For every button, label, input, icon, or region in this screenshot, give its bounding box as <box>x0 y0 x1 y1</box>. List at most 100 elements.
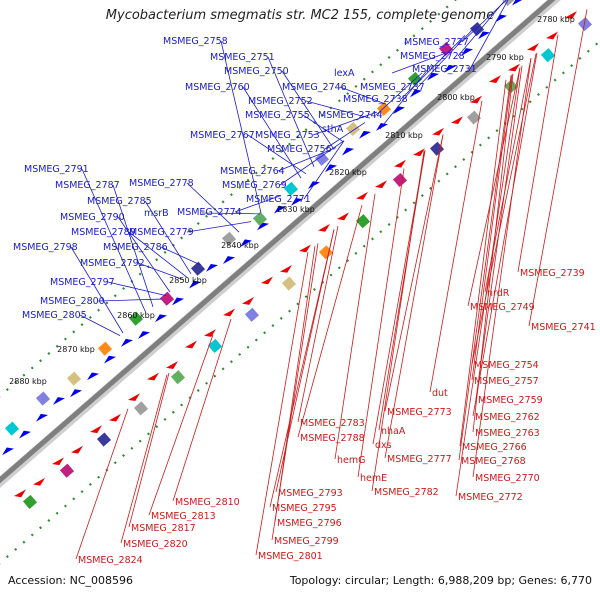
gene-label[interactable]: MSMEG_2759 <box>478 395 543 406</box>
gene-label[interactable]: MSMEG_2790 <box>60 212 125 223</box>
gene-label[interactable]: MSMEG_2728 <box>400 51 465 62</box>
gene-label[interactable]: MSMEG_2787 <box>55 180 120 191</box>
gene-label[interactable]: MSMEG_2786 <box>103 242 168 253</box>
gene-label[interactable]: MSMEG_2749 <box>470 302 535 313</box>
gene-label[interactable]: lexA <box>334 68 355 79</box>
gene-label[interactable]: nrdR <box>487 288 510 299</box>
connector-line <box>234 195 282 213</box>
gene-label[interactable]: MSMEG_2754 <box>474 360 539 371</box>
gene-label[interactable]: MSMEG_2789 <box>71 227 136 238</box>
ruler-label: 2810 kbp <box>385 131 423 140</box>
gene-label[interactable]: MSMEG_2824 <box>78 555 143 566</box>
gene-label[interactable]: MSMEG_2777 <box>387 454 452 465</box>
gene-label[interactable]: MSMEG_2820 <box>123 539 188 550</box>
gene-label[interactable]: MSMEG_2798 <box>13 242 78 253</box>
gene-label[interactable]: MSMEG_2751 <box>210 52 275 63</box>
forward-gene-arrow <box>257 222 269 231</box>
gene-label[interactable]: MSMEG_2769 <box>222 180 287 191</box>
gene-label[interactable]: MSMEG_2763 <box>475 428 540 439</box>
gene-label[interactable]: MSMEG_2768 <box>461 456 526 467</box>
reverse-gene-arrow <box>413 148 425 157</box>
reverse-gene-arrow <box>71 445 83 454</box>
gene-label[interactable]: MSMEG_2793 <box>278 488 343 499</box>
gene-label[interactable]: hemE <box>360 473 387 484</box>
gene-label[interactable]: MSMEG_2737 <box>360 82 425 93</box>
gene-label[interactable]: MSMEG_2750 <box>224 66 289 77</box>
connector-line <box>303 140 345 200</box>
gene-label[interactable]: MSMEG_2774 <box>177 207 242 218</box>
gene-label[interactable]: MSMEG_2773 <box>387 407 452 418</box>
connector-line <box>334 193 376 460</box>
gene-label[interactable]: MSMEG_2752 <box>248 96 313 107</box>
genome-backbone <box>0 0 561 488</box>
forward-gene-arrow <box>70 389 82 398</box>
gene-label[interactable]: MSMEG_2782 <box>374 487 439 498</box>
gene-label[interactable]: MSMEG_2805 <box>22 310 87 321</box>
gene-label[interactable]: MSMEG_2799 <box>274 536 339 547</box>
gene-label[interactable]: MSMEG_2764 <box>220 166 285 177</box>
forward-gene-arrow <box>461 48 473 56</box>
gene-label[interactable]: MSMEG_2741 <box>531 322 596 333</box>
gene-label[interactable]: MSMEG_2817 <box>131 523 196 534</box>
gene-label[interactable]: MSMEG_2727 <box>404 37 469 48</box>
connector-line <box>455 67 521 497</box>
connector-line <box>312 111 378 136</box>
gene-label[interactable]: MSMEG_2767 <box>190 130 255 141</box>
gene-label[interactable]: MSMEG_2771 <box>246 194 311 205</box>
reverse-feature-block <box>170 370 186 385</box>
gene-label[interactable]: MSMEG_2797 <box>50 277 115 288</box>
connector-line <box>459 79 507 447</box>
connector-line <box>120 374 168 544</box>
reverse-feature-block <box>429 141 445 156</box>
forward-gene-arrow <box>121 338 133 347</box>
connector-line <box>461 0 507 43</box>
connector-line <box>128 372 170 528</box>
gene-label[interactable]: MSMEG_2800 <box>40 296 105 307</box>
gene-label[interactable]: MSMEG_2739 <box>520 268 585 279</box>
connector-line <box>137 262 185 281</box>
gene-label[interactable]: MSMEG_2792 <box>80 258 145 269</box>
backbone-line <box>0 0 556 484</box>
gene-label[interactable]: MSMEG_2756 <box>267 144 332 155</box>
forward-gene-arrow <box>393 106 405 115</box>
forward-feature-block <box>469 21 485 37</box>
gene-label[interactable]: MSMEG_2766 <box>462 442 527 453</box>
gene-label[interactable]: nhaA <box>381 426 406 437</box>
gene-label[interactable]: dut <box>432 388 448 399</box>
gene-label[interactable]: MSMEG_2810 <box>175 497 240 508</box>
gene-label[interactable]: hemG <box>337 455 365 466</box>
gene-label[interactable]: MSMEG_2753 <box>255 130 320 141</box>
forward-gene-arrow <box>478 31 490 40</box>
gene-label[interactable]: MSMEG_2795 <box>272 503 337 514</box>
gene-label[interactable]: MSMEG_2785 <box>87 196 152 207</box>
gene-label[interactable]: MSMEG_2813 <box>151 511 216 522</box>
reverse-feature-block <box>503 79 519 94</box>
gene-label[interactable]: MSMEG_2738 <box>343 94 408 105</box>
gene-labels[interactable]: MSMEG_2758 MSMEG_2751 MSMEG_2750 MSMEG_2760… <box>13 36 596 566</box>
connector-line <box>324 122 366 150</box>
gene-label[interactable]: MSMEG_2762 <box>475 412 540 423</box>
gene-label[interactable]: MSMEG_2796 <box>277 518 342 529</box>
connector-line <box>269 229 335 508</box>
gene-label[interactable]: MSMEG_2779 <box>129 227 194 238</box>
connector-line <box>471 74 513 381</box>
gene-label[interactable]: MSMEG_2801 <box>258 551 323 562</box>
gene-label[interactable]: msrB <box>144 208 169 219</box>
gene-label[interactable]: MSMEG_2788 <box>300 433 365 444</box>
gene-label[interactable]: dxs <box>375 440 392 451</box>
gene-label[interactable]: MSMEG_2755 <box>245 110 310 121</box>
gene-label[interactable]: MSMEG_2744 <box>318 110 383 121</box>
gene-label[interactable]: MSMEG_2746 <box>282 82 347 93</box>
gene-label[interactable]: sthA <box>322 124 344 135</box>
gene-label[interactable]: MSMEG_2783 <box>300 418 365 429</box>
gene-label[interactable]: MSMEG_2791 <box>24 164 89 175</box>
gene-label[interactable]: MSMEG_2758 <box>163 36 228 47</box>
reverse-feature-block <box>392 172 408 188</box>
reverse-gene-arrow <box>394 159 406 168</box>
gene-label[interactable]: MSMEG_2778 <box>129 178 194 189</box>
gene-label[interactable]: MSMEG_2760 <box>185 82 250 93</box>
gene-label[interactable]: MSMEG_2770 <box>475 473 540 484</box>
gene-label[interactable]: MSMEG_2757 <box>474 376 539 387</box>
gene-label[interactable]: MSMEG_2731 <box>412 64 477 75</box>
gene-label[interactable]: MSMEG_2772 <box>458 492 523 503</box>
